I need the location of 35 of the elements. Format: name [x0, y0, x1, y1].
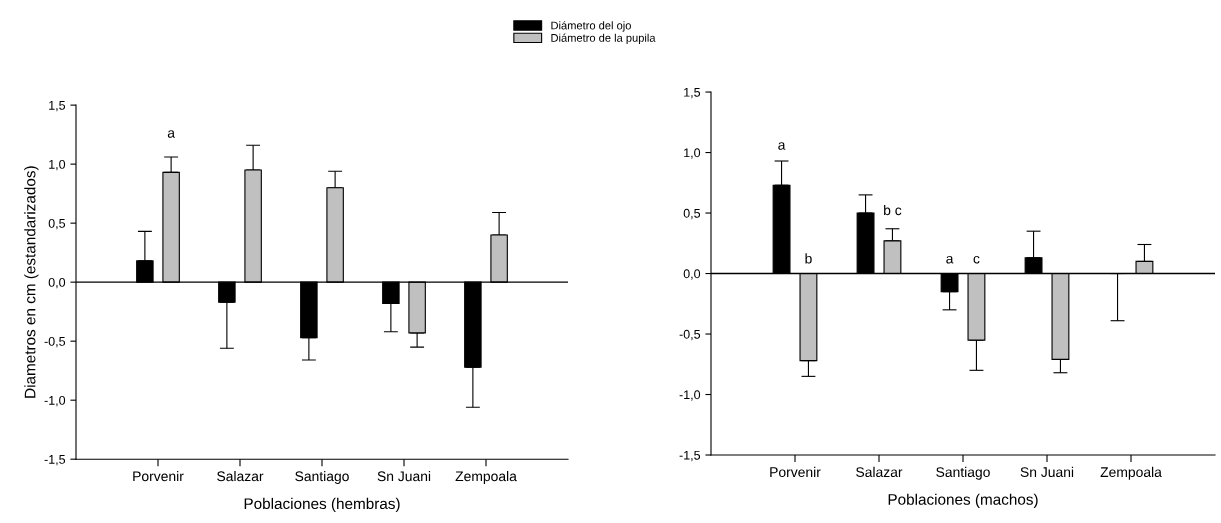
legend-label: Diámetro del ojo — [551, 21, 631, 32]
x-axis-title: Poblaciones (machos) — [888, 493, 1038, 508]
x-tick-label: Porvenir — [133, 471, 184, 482]
x-tick-label: Sn Juani — [1020, 466, 1074, 478]
x-tick-label: Santiago — [936, 466, 990, 480]
x-tick-label: Santiago — [295, 471, 349, 484]
x-tick-label: Salazar — [856, 466, 903, 478]
x-tick-label: Sn Juani — [377, 471, 431, 482]
y-tick-label: 0,0 — [683, 269, 701, 280]
x-tick-label: Zempoala — [1100, 466, 1162, 480]
y-tick-label: 1,5 — [684, 87, 701, 99]
annotation: a — [946, 255, 954, 264]
annotation: b — [805, 253, 812, 264]
y-tick-label: -0,5 — [44, 336, 66, 348]
y-tick-label: 0,0 — [48, 277, 66, 289]
y-tick-label: 0,5 — [48, 218, 66, 230]
y-tick-label: -1,0 — [44, 395, 66, 407]
x-axis-title: Poblaciones (hembras) — [244, 497, 400, 513]
annotation: b c — [884, 204, 902, 216]
x-tick-label: Zempoala — [455, 471, 517, 484]
legend-label: Diámetro de la pupila — [551, 33, 656, 45]
y-axis-title: Diametros en cm (estandarizados) — [24, 166, 39, 398]
x-tick-label: Salazar — [217, 471, 264, 482]
annotation: a — [778, 142, 786, 150]
annotation: c — [973, 255, 980, 264]
annotation: a — [167, 130, 175, 138]
y-tick-label: 1,0 — [49, 159, 66, 171]
y-tick-label: 1,5 — [49, 101, 66, 112]
y-tick-label: -1,0 — [679, 390, 701, 401]
y-tick-label: 1,0 — [684, 148, 701, 159]
y-tick-label: -1,5 — [44, 455, 66, 466]
y-tick-label: -0,5 — [679, 329, 701, 341]
y-tick-label: 0,5 — [683, 208, 701, 220]
x-tick-label: Porvenir — [770, 466, 821, 478]
y-tick-label: -1,5 — [679, 450, 701, 462]
